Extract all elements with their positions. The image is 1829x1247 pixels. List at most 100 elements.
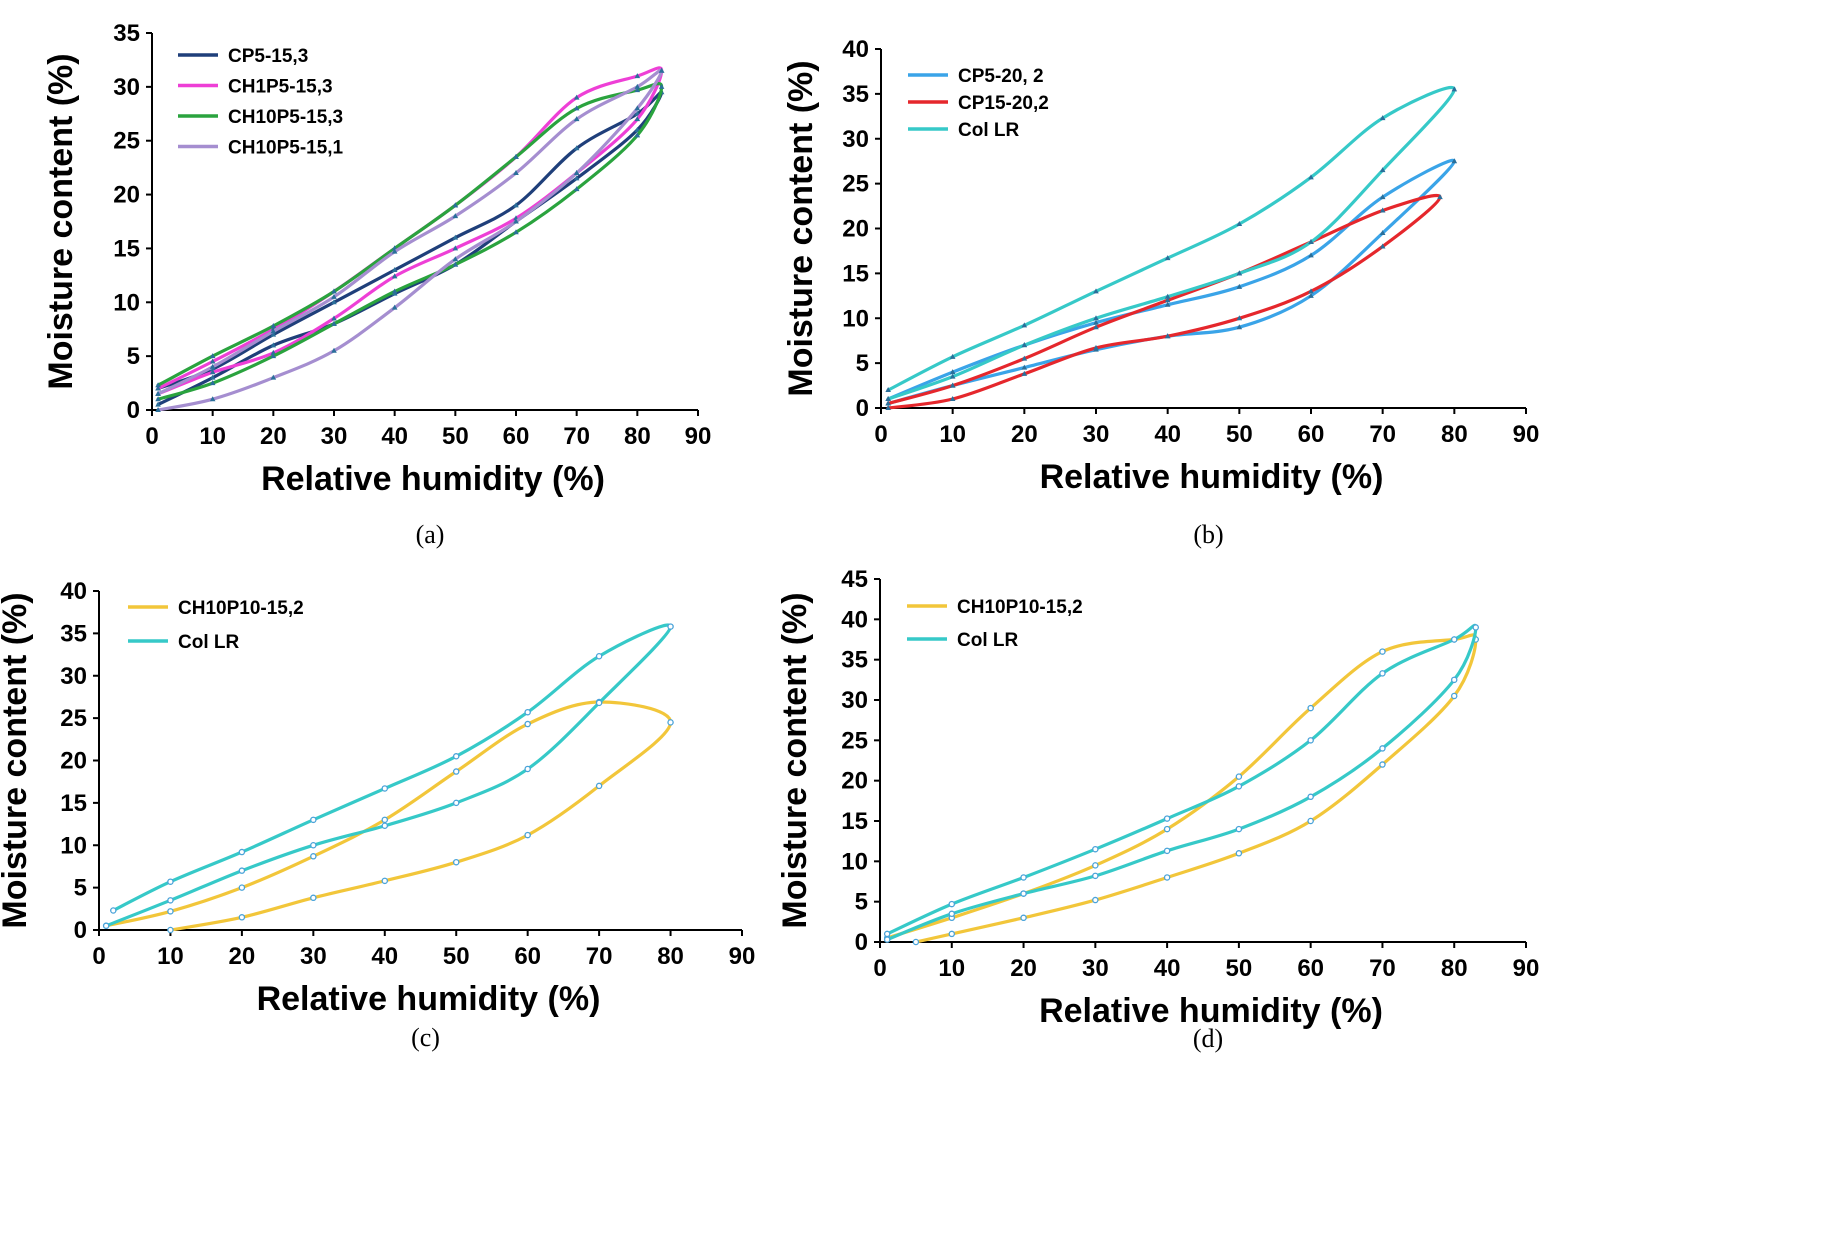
data-point xyxy=(573,105,580,111)
data-point xyxy=(1021,370,1028,376)
panel-caption: (c) xyxy=(411,1023,440,1052)
data-point xyxy=(167,908,174,915)
data-point xyxy=(1308,292,1314,298)
data-point xyxy=(1379,243,1386,249)
data-point xyxy=(1021,322,1028,328)
y-tick-label: 10 xyxy=(842,305,869,332)
x-tick-label: 50 xyxy=(443,943,470,970)
y-tick-label: 30 xyxy=(60,663,87,690)
x-tick-label: 60 xyxy=(1297,955,1324,982)
data-point xyxy=(1437,194,1443,200)
y-tick-label: 25 xyxy=(842,171,869,198)
y-tick-label: 0 xyxy=(856,395,869,422)
y-axis-title: Moisture content (%) xyxy=(782,60,820,396)
data-point xyxy=(1235,825,1243,833)
data-point xyxy=(634,87,641,93)
x-tick-label: 40 xyxy=(1154,955,1181,982)
data-point xyxy=(155,401,161,407)
y-tick-label: 20 xyxy=(113,182,140,209)
data-point xyxy=(1020,914,1027,922)
y-tick-label: 15 xyxy=(113,235,140,262)
data-point xyxy=(885,405,891,410)
data-point xyxy=(573,170,580,176)
x-axis-title: Relative humidity (%) xyxy=(1039,992,1383,1030)
data-point xyxy=(238,848,246,856)
data-point xyxy=(209,358,216,364)
x-tick-label: 90 xyxy=(1513,955,1540,982)
data-point xyxy=(949,382,956,388)
data-point xyxy=(1235,773,1243,780)
data-point xyxy=(270,322,277,328)
chart-panel-b: 0 10 20 30 40 50 60 70 80 90 0 5 10 15 20 25 30 35 40 Relat… xyxy=(782,36,1539,549)
data-point xyxy=(948,910,956,918)
x-tick-label: 20 xyxy=(1011,421,1038,448)
data-point xyxy=(452,256,459,262)
data-point xyxy=(949,373,956,379)
legend-label: CP5-20, 2 xyxy=(958,66,1044,87)
data-point xyxy=(573,94,580,100)
data-point xyxy=(1450,676,1458,684)
data-point xyxy=(595,653,603,660)
series-line-2 xyxy=(885,623,1478,942)
data-point xyxy=(270,353,277,359)
data-point xyxy=(1307,737,1314,744)
data-point xyxy=(1092,845,1099,853)
y-tick-label: 30 xyxy=(842,126,869,153)
y-axis-title: Moisture content (%) xyxy=(776,592,814,928)
data-point xyxy=(595,782,603,790)
data-point xyxy=(1164,293,1171,299)
y-tick-label: 5 xyxy=(856,350,869,377)
x-tick-label: 80 xyxy=(657,943,684,970)
data-point xyxy=(1451,86,1458,92)
data-point xyxy=(1235,783,1243,790)
y-tick-label: 25 xyxy=(841,727,868,754)
data-point xyxy=(1092,872,1099,880)
data-point xyxy=(1379,207,1386,213)
data-point xyxy=(1472,624,1480,631)
data-point xyxy=(634,126,641,132)
data-point xyxy=(1379,115,1386,121)
data-point xyxy=(1379,761,1386,768)
data-point xyxy=(634,132,641,138)
data-point xyxy=(1236,221,1243,227)
data-point xyxy=(1235,850,1243,857)
data-point xyxy=(1308,288,1314,294)
x-tick-label: 70 xyxy=(563,423,590,450)
x-tick-label: 10 xyxy=(938,955,965,982)
data-point xyxy=(391,266,398,272)
data-point xyxy=(524,708,531,716)
data-point xyxy=(238,914,246,921)
y-tick-label: 40 xyxy=(841,606,868,633)
data-point xyxy=(452,753,460,760)
data-point xyxy=(634,73,641,79)
data-point xyxy=(452,768,460,775)
legend-label: Col LR xyxy=(957,630,1018,651)
y-tick-label: 25 xyxy=(60,705,87,732)
chart-panel-c: 0 10 20 30 40 50 60 70 80 90 0 5 10 15 20 25 30 35 40 Relat… xyxy=(0,578,755,1052)
x-tick-label: 50 xyxy=(1226,955,1253,982)
y-tick-label: 15 xyxy=(842,260,869,287)
data-point xyxy=(1093,315,1099,321)
legend-label: CP5-15,3 xyxy=(228,46,308,67)
data-point xyxy=(1163,825,1171,833)
data-point xyxy=(209,353,216,359)
x-tick-label: 10 xyxy=(939,421,966,448)
data-point xyxy=(270,328,277,334)
legend-label: CH10P5-15,3 xyxy=(228,107,343,128)
data-point xyxy=(667,719,674,726)
data-point xyxy=(885,396,891,402)
data-point xyxy=(155,385,161,391)
data-point xyxy=(1020,874,1027,881)
data-point xyxy=(658,83,665,89)
y-tick-label: 35 xyxy=(60,620,87,647)
legend-label: CH1P5-15,3 xyxy=(228,77,333,98)
legend-label: CH10P10-15,2 xyxy=(957,597,1083,618)
data-point xyxy=(452,213,459,219)
data-point xyxy=(270,342,277,348)
y-tick-label: 0 xyxy=(855,929,868,956)
data-point xyxy=(883,936,891,943)
data-point xyxy=(949,353,956,359)
data-point xyxy=(524,720,531,728)
x-tick-label: 30 xyxy=(321,423,348,450)
data-point xyxy=(270,374,277,380)
